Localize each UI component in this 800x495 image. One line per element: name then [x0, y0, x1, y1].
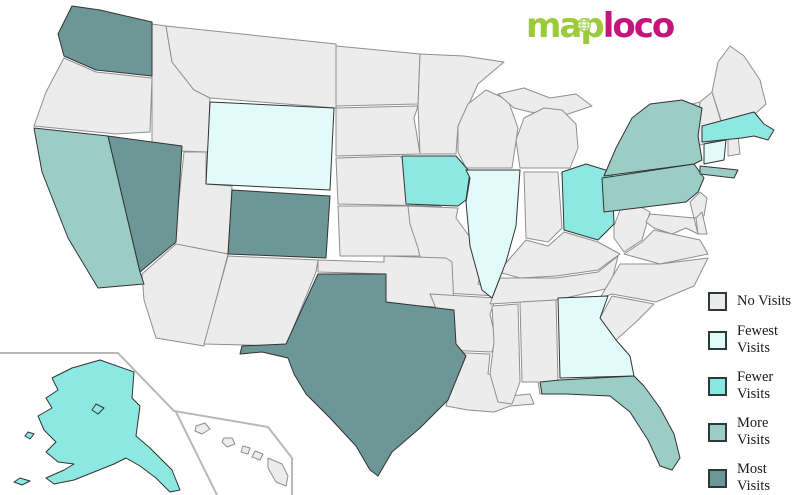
- state-connecticut: [703, 139, 727, 165]
- state-florida: [539, 375, 681, 471]
- state-indiana: [523, 171, 563, 243]
- state-maryland: [645, 213, 699, 235]
- legend-label-more-visits: More Visits: [737, 415, 770, 448]
- state-wisconsin: [457, 89, 519, 169]
- state-illinois: [465, 169, 521, 299]
- state-alaska: [37, 359, 181, 493]
- state-ohio: [561, 163, 615, 241]
- legend-row-more-visits: More Visits: [708, 415, 800, 449]
- state-new-jersey: [689, 191, 708, 219]
- hawaii-inset-left-border: [175, 411, 218, 495]
- legend-swatch-most-visits: [708, 468, 727, 488]
- legend-row-no-visits: No Visits: [708, 292, 800, 311]
- state-montana: [165, 25, 337, 109]
- state-colorado: [227, 189, 331, 259]
- legend-swatch-fewer-visits: [708, 376, 727, 396]
- state-hawaii-maui: [251, 450, 264, 461]
- legend-row-fewer-visits: Fewer Visits: [708, 369, 800, 403]
- state-texas: [239, 273, 467, 477]
- legend-label-most-visits: Most Visits: [737, 461, 770, 494]
- state-washington: [57, 5, 153, 77]
- state-north-carolina: [599, 257, 709, 303]
- legend-label-fewer-visits: Fewer Visits: [737, 369, 774, 402]
- state-wyoming: [205, 101, 335, 191]
- state-hawaii-kauai: [194, 422, 211, 435]
- legend-row-most-visits: Most Visits: [708, 461, 800, 495]
- legend-swatch-fewest-visits: [708, 330, 727, 350]
- state-georgia: [557, 295, 635, 379]
- state-arizona: [141, 243, 229, 347]
- state-michigan: [515, 107, 579, 169]
- maploco-logo: maploco: [526, 4, 676, 50]
- state-new-york-long-island: [699, 165, 739, 179]
- logo-text-map: map: [526, 6, 605, 46]
- states-no-visits: [33, 23, 767, 487]
- logo-text-loco: loco: [602, 6, 676, 46]
- state-kentucky: [497, 231, 621, 279]
- state-iowa: [401, 155, 471, 207]
- state-alaska-island-2: [24, 431, 35, 440]
- alaska-hawaii-inset-border: [0, 352, 293, 495]
- state-alaska-island-1: [91, 403, 105, 415]
- inset-borders: [0, 352, 293, 495]
- state-mississippi: [489, 303, 521, 405]
- state-south-dakota: [335, 105, 421, 157]
- legend-label-no-visits: No Visits: [737, 293, 792, 309]
- state-alaska-aleutians: [13, 477, 31, 486]
- state-michigan-upper: [497, 87, 593, 117]
- state-south-carolina: [599, 295, 655, 341]
- state-nevada: [107, 135, 183, 273]
- legend-row-fewest-visits: Fewest Visits: [708, 323, 800, 357]
- state-new-york: [603, 99, 703, 177]
- legend-label-fewest-visits: Fewest Visits: [737, 323, 779, 356]
- state-delaware: [695, 211, 708, 235]
- state-new-mexico: [203, 255, 319, 347]
- states-visited: [13, 5, 775, 493]
- state-oregon: [33, 57, 153, 135]
- state-massachusetts: [701, 111, 775, 143]
- state-hawaii-oahu: [221, 437, 236, 448]
- state-hawaii-big-island: [267, 457, 289, 487]
- state-north-dakota: [335, 45, 421, 107]
- globe-icon: [577, 18, 591, 32]
- legend-swatch-no-visits: [708, 292, 727, 311]
- legend-swatch-more-visits: [708, 422, 727, 442]
- map-legend: No Visits Fewest Visits Fewer Visits Mor…: [708, 292, 800, 495]
- state-hawaii-molokai: [240, 445, 251, 455]
